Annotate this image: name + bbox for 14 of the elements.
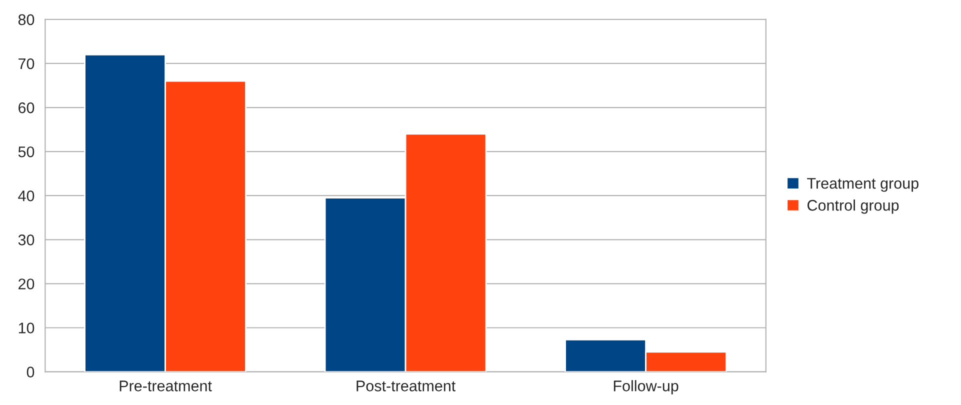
- y-tick-label: 60: [18, 102, 34, 114]
- y-tick-label: 20: [18, 278, 34, 290]
- y-tick-label: 70: [18, 58, 34, 70]
- legend-label: Treatment group: [807, 178, 918, 192]
- y-tick-label: 10: [18, 322, 34, 334]
- y-tick-label: 0: [26, 366, 34, 378]
- y-tick-label: 50: [18, 146, 34, 158]
- y-tick-label: 80: [18, 14, 34, 26]
- x-tick-label: Post-treatment: [356, 380, 456, 392]
- y-tick-label: 30: [18, 234, 34, 246]
- legend-label: Control group: [808, 200, 899, 214]
- x-tick-label: Follow-up: [614, 380, 678, 394]
- x-tick-label: Pre-treatment: [120, 380, 212, 392]
- y-tick-label: 40: [18, 190, 34, 202]
